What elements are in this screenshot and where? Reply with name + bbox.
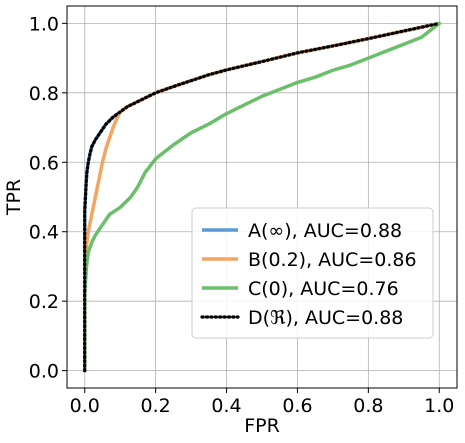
axis-ticks: 0.0 0.2 0.4 0.6 0.8 1.0 0.0 0.2 0.4 0.6 0.8 1.0 [29, 13, 455, 417]
y-tick-label: 0.6 [29, 152, 59, 174]
legend-entry-b: B(0.2), AUC=0.86 [202, 249, 417, 271]
y-tick-label: 1.0 [29, 13, 59, 35]
plot-frame [66, 5, 458, 389]
x-tick-label: 1.0 [424, 395, 454, 417]
x-tick-label: 0.4 [211, 395, 241, 417]
legend-label: A(∞), AUC=0.88 [248, 220, 402, 242]
x-axis-label: FPR [244, 415, 280, 437]
legend-label: B(0.2), AUC=0.86 [248, 249, 417, 271]
x-tick-label: 0.2 [141, 395, 171, 417]
legend-entry-a: A(∞), AUC=0.88 [202, 220, 402, 242]
legend-label: D(ℜ), AUC=0.88 [248, 307, 403, 329]
x-tick-label: 0.6 [282, 395, 312, 417]
y-tick-label: 0.0 [29, 361, 59, 383]
series-layer [82, 21, 442, 373]
legend-label: C(0), AUC=0.76 [248, 278, 399, 300]
legend: A(∞), AUC=0.88 B(0.2), AUC=0.86 C(0), AUC=… [191, 207, 434, 339]
y-tick-label: 0.8 [29, 83, 59, 105]
x-tick-label: 0.8 [353, 395, 383, 417]
series-d-line [83, 21, 441, 373]
y-tick-label: 0.4 [29, 222, 59, 244]
y-tick-label: 0.2 [29, 291, 59, 313]
legend-entry-c: C(0), AUC=0.76 [202, 278, 399, 300]
legend-entry-d: D(ℜ), AUC=0.88 [200, 307, 403, 329]
legend-box [191, 207, 434, 339]
y-axis-label: TPR [3, 179, 25, 216]
x-tick-label: 0.0 [70, 395, 100, 417]
series-c-line [82, 21, 442, 373]
